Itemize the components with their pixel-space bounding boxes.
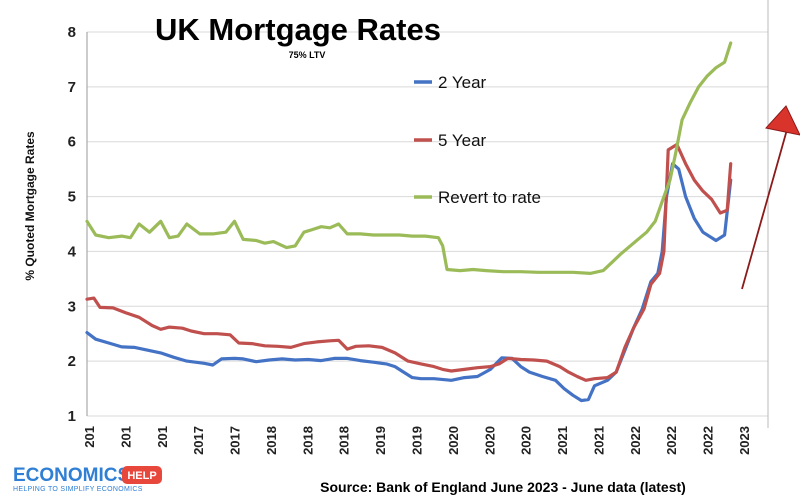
arrow-shaft (741, 125, 789, 290)
economics-help-logo: ECONOMICS HELP HELPING TO SIMPLIFY ECONO… (13, 465, 162, 493)
x-tick-label: 2018 (264, 426, 279, 455)
x-tick-labels: 201 201 201 2017 2017 2018 2018 2018 2019 2019 202… (82, 426, 752, 455)
series-line-3 (85, 41, 733, 275)
x-tick-label: 2018 (300, 426, 315, 455)
y-tick-label: 6 (68, 134, 76, 151)
y-tick-label: 2 (68, 353, 76, 370)
y-tick-label: 5 (68, 189, 76, 206)
x-tick-label: 2021 (591, 426, 606, 455)
logo-tagline: HELPING TO SIMPLIFY ECONOMICS (13, 486, 143, 493)
y-tick-label: 4 (68, 243, 77, 260)
x-tick-label: 2021 (555, 426, 570, 455)
x-tick-label: 2022 (701, 426, 716, 455)
x-tick-label: 2020 (519, 426, 534, 455)
x-tick-label: 201 (155, 426, 170, 448)
series-line-1 (85, 162, 733, 403)
x-tick-label: 2019 (373, 426, 388, 455)
legend-label: 2 Year (438, 73, 487, 92)
rising-arrow-annotation (741, 105, 800, 290)
logo-wordmark: ECONOMICS (13, 465, 130, 486)
arrow-head (765, 105, 800, 136)
x-tick-label: 2017 (191, 426, 206, 455)
y-tick-label: 8 (68, 24, 76, 41)
logo-badge-text: HELP (127, 470, 156, 482)
chart-title: UK Mortgage Rates (155, 12, 441, 47)
series-line-2 (85, 142, 733, 382)
y-tick-label: 1 (68, 408, 76, 425)
x-tick-label: 2023 (737, 426, 752, 455)
legend: 2 Year 5 Year Revert to rate (414, 73, 541, 207)
legend-label: Revert to rate (438, 188, 541, 207)
x-tick-label: 2019 (410, 426, 425, 455)
x-tick-label: 2018 (337, 426, 352, 455)
x-tick-label: 2020 (482, 426, 497, 455)
series-layer (85, 41, 733, 403)
x-tick-label: 2022 (628, 426, 643, 455)
source-note: Source: Bank of England June 2023 - June… (320, 479, 686, 495)
x-tick-label: 2022 (664, 426, 679, 455)
y-tick-label: 7 (68, 79, 76, 96)
x-tick-label: 201 (82, 426, 97, 448)
x-tick-label: 2017 (228, 426, 243, 455)
chart-subtitle: 75% LTV (289, 50, 326, 60)
x-tick-label: 2020 (446, 426, 461, 455)
y-axis-label: % Quoted Mortgage Rates (23, 131, 37, 281)
y-tick-label: 3 (68, 298, 76, 315)
logo-badge (122, 466, 162, 484)
x-tick-label: 201 (118, 426, 133, 448)
legend-label: 5 Year (438, 131, 487, 150)
y-tick-labels: 1 2 3 4 5 6 7 8 (68, 24, 77, 425)
